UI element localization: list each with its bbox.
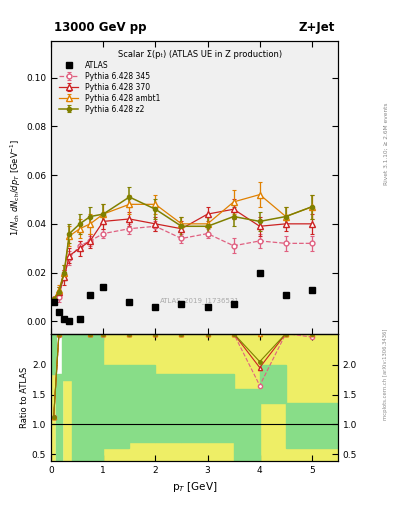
Bar xyxy=(72,334,83,461)
Bar xyxy=(208,374,234,442)
Text: Rivet 3.1.10; ≥ 2.6M events: Rivet 3.1.10; ≥ 2.6M events xyxy=(383,102,388,185)
Bar xyxy=(56,334,62,461)
Bar xyxy=(103,365,129,449)
Y-axis label: Ratio to ATLAS: Ratio to ATLAS xyxy=(20,367,29,428)
ATLAS xyxy=(62,316,66,322)
Bar xyxy=(155,374,182,442)
ATLAS xyxy=(101,284,106,290)
ATLAS xyxy=(127,299,132,305)
Bar xyxy=(83,334,103,461)
ATLAS xyxy=(257,269,262,275)
Bar xyxy=(51,334,338,461)
ATLAS xyxy=(205,304,210,310)
Bar xyxy=(260,365,286,403)
ATLAS xyxy=(67,318,72,325)
Text: ATLAS_2019_I1736531: ATLAS_2019_I1736531 xyxy=(160,297,240,304)
Text: Z+Jet: Z+Jet xyxy=(299,20,335,34)
ATLAS xyxy=(77,316,82,322)
Legend: ATLAS, Pythia 6.428 345, Pythia 6.428 370, Pythia 6.428 ambt1, Pythia 6.428 z2: ATLAS, Pythia 6.428 345, Pythia 6.428 37… xyxy=(58,59,162,115)
Bar xyxy=(56,374,62,461)
ATLAS xyxy=(310,287,314,293)
Bar xyxy=(62,334,72,379)
Bar xyxy=(51,334,56,374)
ATLAS xyxy=(51,299,56,305)
Text: mcplots.cern.ch [arXiv:1306.3436]: mcplots.cern.ch [arXiv:1306.3436] xyxy=(383,328,388,419)
Text: Scalar Σ(pₜ) (ATLAS UE in Z production): Scalar Σ(pₜ) (ATLAS UE in Z production) xyxy=(118,50,282,59)
Y-axis label: $1/N_\mathrm{ch}\ dN_\mathrm{ch}/dp_T\ [\mathrm{GeV}^{-1}]$: $1/N_\mathrm{ch}\ dN_\mathrm{ch}/dp_T\ [… xyxy=(9,139,23,236)
ATLAS xyxy=(179,301,184,307)
Bar xyxy=(182,374,208,442)
ATLAS xyxy=(283,291,288,297)
Text: 13000 GeV pp: 13000 GeV pp xyxy=(54,20,147,34)
ATLAS xyxy=(153,304,158,310)
X-axis label: p$_T$ [GeV]: p$_T$ [GeV] xyxy=(172,480,217,494)
Line: ATLAS: ATLAS xyxy=(51,269,315,325)
Bar xyxy=(234,389,260,461)
Bar xyxy=(286,403,338,449)
ATLAS xyxy=(88,291,93,297)
Bar xyxy=(129,365,155,442)
ATLAS xyxy=(231,301,236,307)
ATLAS xyxy=(57,309,61,315)
